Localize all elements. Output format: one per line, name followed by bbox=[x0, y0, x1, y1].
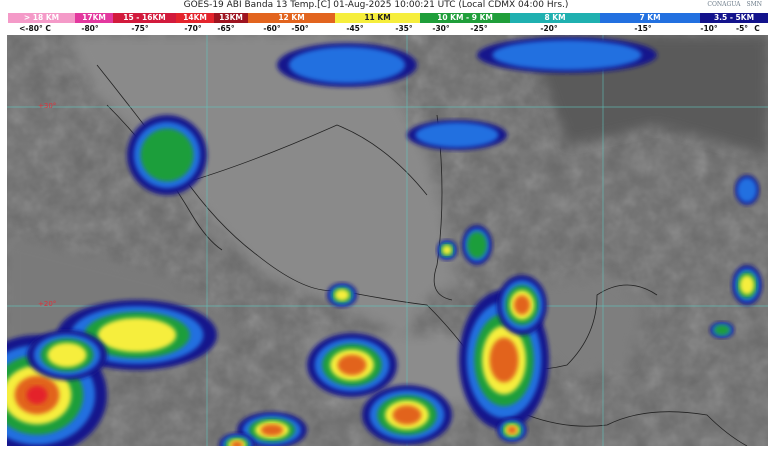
legend-band: 15 - 16KM bbox=[113, 13, 176, 23]
cloud-contour bbox=[442, 245, 452, 255]
legend-band: 11 KM bbox=[335, 13, 420, 23]
cloud-contour bbox=[140, 128, 194, 182]
temperature-scale: <-80° C -80° -75° -70° -65° -60° -50° -45° -35° -… bbox=[0, 24, 768, 34]
legend-band: > 18 KM bbox=[8, 13, 75, 23]
cloud-contour bbox=[260, 424, 284, 436]
satellite-map bbox=[7, 35, 768, 446]
title-text: GOES-19 ABI Banda 13 Temp.[C] 01-Aug-202… bbox=[183, 0, 569, 10]
cloud-contour bbox=[337, 354, 367, 376]
legend-band: 17KM bbox=[75, 13, 113, 23]
cloud-contour bbox=[392, 405, 422, 425]
cloud-contour bbox=[467, 231, 487, 259]
legend-band: 7 KM bbox=[600, 13, 700, 23]
temp-tick: C bbox=[754, 24, 760, 33]
cloud-contour bbox=[737, 177, 757, 203]
lat-label-30: +30° bbox=[38, 102, 57, 110]
cloud-contour bbox=[47, 342, 87, 368]
cloud-contour bbox=[489, 337, 519, 383]
temp-tick: -70° bbox=[184, 24, 202, 33]
temp-tick: -15° bbox=[634, 24, 652, 33]
temp-tick: -25° bbox=[470, 24, 488, 33]
cloud-contour bbox=[714, 324, 730, 336]
agency-logos: CONAGUA SMN bbox=[707, 1, 762, 8]
cloud-contour bbox=[739, 275, 755, 295]
cloud-contour bbox=[514, 295, 530, 315]
temp-tick: -50° bbox=[291, 24, 309, 33]
temp-tick: -10° bbox=[700, 24, 718, 33]
lat-lon-grid bbox=[7, 35, 768, 446]
temp-tick: -30° bbox=[432, 24, 450, 33]
temp-tick: -35° bbox=[395, 24, 413, 33]
lat-label-20: +20° bbox=[38, 300, 57, 308]
cloud-contour bbox=[97, 317, 177, 353]
image-title: GOES-19 ABI Banda 13 Temp.[C] 01-Aug-202… bbox=[0, 0, 768, 12]
temp-tick: -60° bbox=[263, 24, 281, 33]
legend-band: 12 KM bbox=[248, 13, 335, 23]
cloud-contour bbox=[492, 40, 642, 70]
cloud-contour bbox=[288, 46, 406, 84]
legend-band: 10 KM - 9 KM bbox=[420, 13, 510, 23]
cloud-top-height-legend: > 18 KM 17KM 15 - 16KM 14KM 13KM 12 KM 11 KM 10… bbox=[8, 13, 768, 23]
temp-tick: -65° bbox=[217, 24, 235, 33]
temp-tick: -80° bbox=[81, 24, 99, 33]
cloud-contour bbox=[507, 426, 517, 434]
conagua-logo: CONAGUA bbox=[707, 1, 741, 8]
temp-tick: <-80° C bbox=[19, 24, 51, 33]
smn-logo: SMN bbox=[746, 1, 762, 8]
legend-band: 3.5 - 5KM bbox=[700, 13, 768, 23]
temp-tick: -5° bbox=[735, 24, 749, 33]
temp-tick: -45° bbox=[346, 24, 364, 33]
legend-band: 13KM bbox=[214, 13, 248, 23]
convective-clouds bbox=[7, 37, 762, 446]
cloud-contour bbox=[26, 386, 48, 404]
temp-tick: -75° bbox=[131, 24, 149, 33]
cloud-contour bbox=[231, 441, 243, 446]
cloud-contour bbox=[415, 122, 499, 148]
temp-tick: -20° bbox=[540, 24, 558, 33]
legend-band: 14KM bbox=[176, 13, 214, 23]
cloud-contour bbox=[334, 289, 350, 301]
legend-band: 8 KM bbox=[510, 13, 600, 23]
